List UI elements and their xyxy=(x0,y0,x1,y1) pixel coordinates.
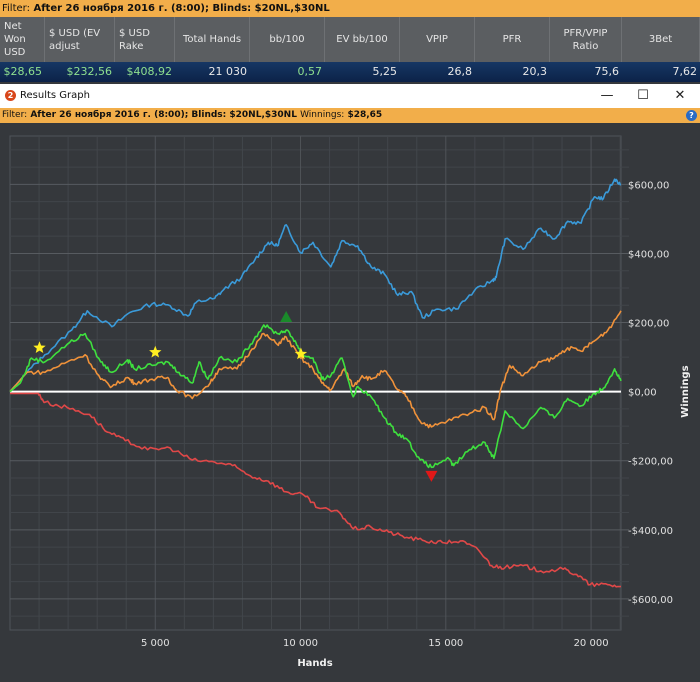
y-tick-label: $0,00 xyxy=(628,388,657,399)
star-marker xyxy=(33,341,46,353)
series-line-3 xyxy=(10,392,622,588)
y-tick-label: -$400,00 xyxy=(628,526,673,537)
y-tick-label: -$200,00 xyxy=(628,457,673,468)
filter-bar: Filter: After 26 ноября 2016 г. (8:00); … xyxy=(0,0,700,17)
stat-value: $408,92 xyxy=(126,65,173,78)
column-header[interactable]: EV bb/100 xyxy=(325,17,400,62)
stat-value: 26,8 xyxy=(447,65,473,78)
star-marker xyxy=(294,347,308,360)
column-header[interactable]: $ USD (EV adjust xyxy=(45,17,115,62)
app-logo-icon: 2 xyxy=(5,90,16,101)
filter-text: After 26 ноября 2016 г. (8:00); Blinds: … xyxy=(30,110,297,120)
graph-filter-bar: Filter: After 26 ноября 2016 г. (8:00); … xyxy=(0,108,700,123)
y-tick-label: $600,00 xyxy=(628,180,669,191)
plot-area xyxy=(9,135,622,631)
peak-marker xyxy=(280,311,293,323)
stats-header: Net Won USD $ USD (EV adjust $ USD Rake Tot… xyxy=(0,17,700,62)
help-icon[interactable]: ? xyxy=(686,110,697,121)
x-axis-label: Hands xyxy=(297,658,332,669)
stat-value: $28,65 xyxy=(3,65,43,78)
stat-value: 21 030 xyxy=(208,65,248,78)
minimize-button[interactable]: — xyxy=(600,88,614,103)
stat-value: $232,56 xyxy=(66,65,113,78)
y-tick-label: -$600,00 xyxy=(628,595,673,606)
series-line-1 xyxy=(9,310,622,429)
stat-value: 20,3 xyxy=(522,65,548,78)
y-axis-label: Winnings xyxy=(680,365,691,417)
column-header[interactable]: Total Hands xyxy=(175,17,250,62)
y-tick-label: $400,00 xyxy=(628,249,669,260)
window-titlebar: 2 Results Graph — ☐ ✕ xyxy=(0,84,700,108)
window-title: Results Graph xyxy=(20,90,90,101)
stat-value: 5,25 xyxy=(372,65,398,78)
filter-text: After 26 ноября 2016 г. (8:00); Blinds: … xyxy=(33,3,330,14)
column-header[interactable]: VPIP xyxy=(400,17,475,62)
filter-label: Filter: xyxy=(2,3,30,14)
trough-marker xyxy=(425,470,438,482)
results-graph: $600,00 $400,00 $200,00 $0,00 -$200,00 -$400,… xyxy=(9,135,691,669)
star-marker xyxy=(149,345,162,358)
x-tick-label: 20 000 xyxy=(574,638,609,649)
stats-row[interactable]: $28,65 $232,56 $408,92 21 030 0,57 5,25 26,8 20… xyxy=(0,62,700,82)
column-header[interactable]: bb/100 xyxy=(250,17,325,62)
y-tick-label: $200,00 xyxy=(628,319,669,330)
column-header[interactable]: Net Won USD xyxy=(0,17,45,62)
maximize-button[interactable]: ☐ xyxy=(637,88,649,103)
x-tick-label: 15 000 xyxy=(428,638,463,649)
winnings-value: $28,65 xyxy=(347,110,383,120)
series-line-2 xyxy=(9,324,622,469)
column-header[interactable]: PFR xyxy=(475,17,550,62)
series-line-0 xyxy=(9,178,622,393)
stat-value: 7,62 xyxy=(672,65,698,78)
stat-value: 75,6 xyxy=(594,65,620,78)
column-header[interactable]: PFR/VPIP Ratio xyxy=(550,17,622,62)
column-header[interactable]: $ USD Rake xyxy=(115,17,175,62)
x-tick-label: 10 000 xyxy=(283,638,318,649)
winnings-label: Winnings: xyxy=(300,110,345,120)
close-button[interactable]: ✕ xyxy=(674,88,686,103)
x-tick-label: 5 000 xyxy=(141,638,170,649)
stat-value: 0,57 xyxy=(297,65,323,78)
column-header[interactable]: 3Bet xyxy=(622,17,700,62)
filter-label: Filter: xyxy=(2,110,28,120)
